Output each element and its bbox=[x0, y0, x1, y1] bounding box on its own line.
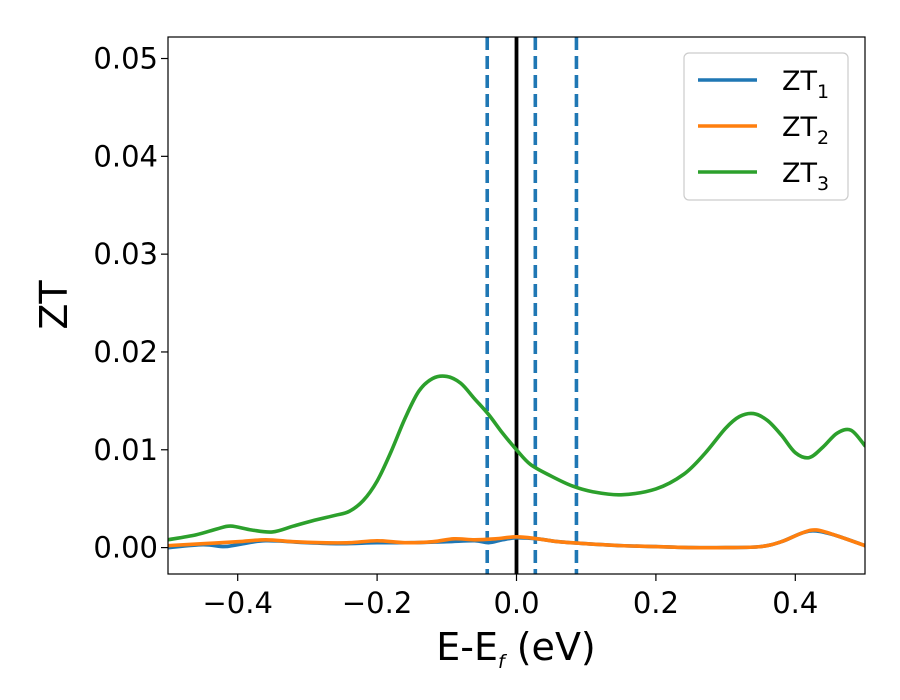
y-tick-label: 0.03 bbox=[93, 237, 158, 271]
y-tick-label: 0.04 bbox=[93, 139, 158, 173]
legend-label: ZT1 bbox=[782, 66, 829, 103]
y-tick-label: 0.05 bbox=[93, 42, 158, 76]
series-line-zt2 bbox=[168, 528, 865, 550]
series-lines bbox=[168, 374, 865, 550]
legend: ZT1 ZT2 ZT3 bbox=[683, 52, 849, 201]
x-tick-label: 0.2 bbox=[633, 586, 679, 620]
legend-item-zt2: ZT2 bbox=[698, 112, 829, 149]
reference-lines bbox=[485, 37, 579, 574]
y-axis-ticks: 0.00 0.01 0.02 0.03 0.04 0.05 bbox=[93, 42, 168, 565]
y-tick-label: 0.01 bbox=[93, 433, 158, 467]
x-tick-label: 0.0 bbox=[493, 586, 539, 620]
x-axis-label: E-Ef (eV) bbox=[436, 625, 596, 673]
x-tick-label: 0.4 bbox=[772, 586, 818, 620]
legend-item-zt1: ZT1 bbox=[698, 66, 829, 103]
y-axis-label: ZT bbox=[32, 280, 76, 330]
x-tick-label: −0.2 bbox=[342, 586, 412, 620]
y-tick-label: 0.02 bbox=[93, 335, 158, 369]
legend-label: ZT3 bbox=[782, 158, 829, 195]
series-line-zt3 bbox=[168, 374, 865, 542]
legend-label: ZT2 bbox=[782, 112, 829, 149]
legend-item-zt3: ZT3 bbox=[698, 158, 829, 195]
x-axis-ticks: −0.4 −0.2 0.0 0.2 0.4 bbox=[202, 574, 818, 620]
y-tick-label: 0.00 bbox=[93, 531, 158, 565]
legend-box bbox=[683, 52, 849, 201]
x-tick-label: −0.4 bbox=[202, 586, 272, 620]
